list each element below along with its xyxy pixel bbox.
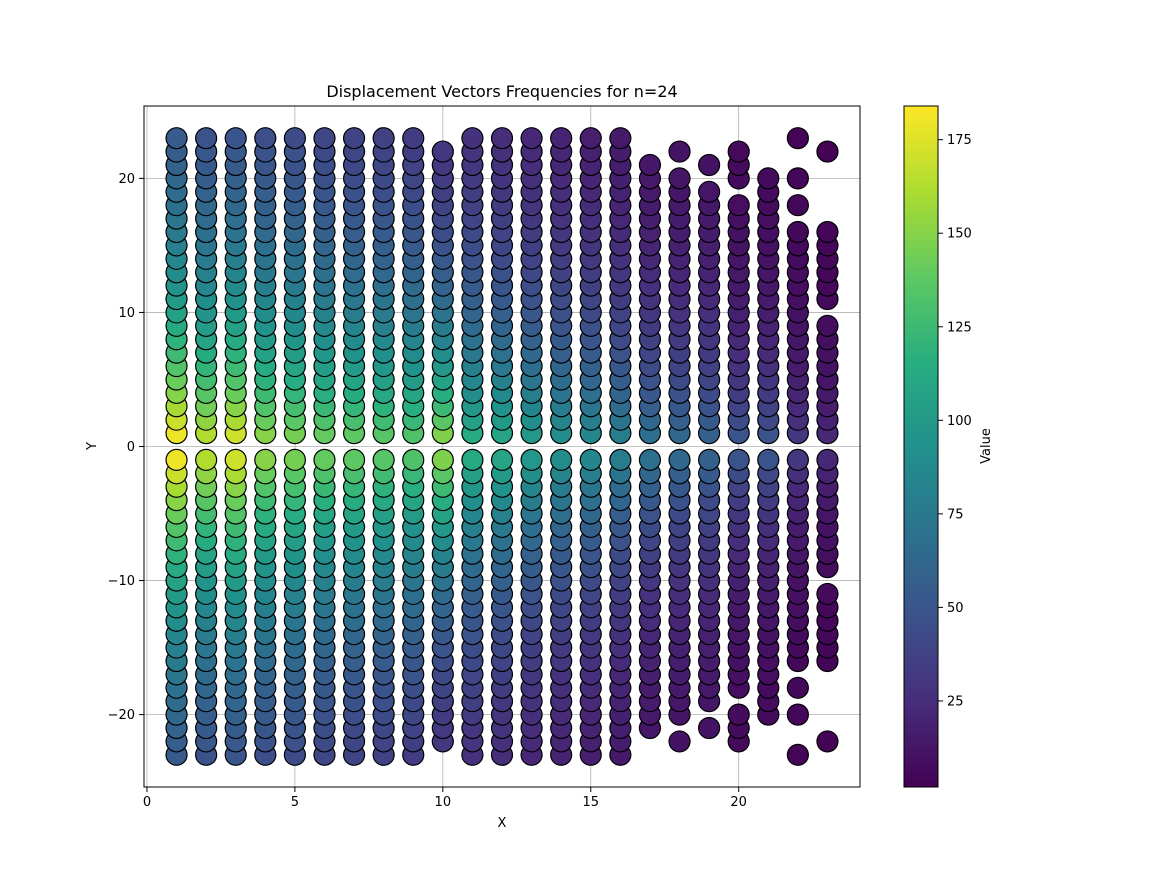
y-tick-label: −10 (108, 574, 135, 589)
y-axis-label: Y (85, 442, 100, 451)
scatter-point (402, 127, 425, 150)
scatter-point (609, 127, 632, 150)
scatter-point (579, 448, 602, 472)
scatter-point (638, 448, 662, 472)
scatter-point (698, 716, 721, 740)
scatter-point (520, 127, 543, 150)
scatter-point (372, 448, 395, 472)
colorbar-tick-label: 175 (947, 133, 972, 148)
scatter-point (579, 127, 602, 150)
y-axis-ticks: −20 −10 0 10 20 (108, 172, 144, 723)
y-tick-label: 0 (127, 440, 135, 455)
scatter-point (698, 448, 721, 472)
x-axis-ticks: 0 5 10 15 20 (143, 787, 747, 810)
y-tick-label: 20 (118, 172, 135, 187)
scatter-point (668, 448, 691, 472)
x-tick-label: 0 (143, 795, 151, 810)
scatter-point (816, 220, 839, 244)
scatter-point (786, 743, 809, 766)
scatter-point (224, 448, 247, 472)
y-tick-label: −20 (108, 708, 135, 723)
scatter-point (254, 127, 277, 150)
scatter-point (668, 167, 691, 190)
scatter-point (757, 167, 780, 190)
scatter-point (520, 448, 543, 472)
colorbar-tick-label: 25 (947, 694, 964, 709)
scatter-point (342, 448, 366, 472)
scatter-point (727, 140, 750, 163)
scatter-point (431, 140, 454, 163)
scatter-point (550, 127, 573, 150)
scatter-point (638, 153, 662, 177)
scatter-point (461, 127, 484, 150)
scatter-point (283, 448, 306, 472)
scatter-point (313, 127, 336, 150)
colorbar-tick-label: 75 (947, 507, 964, 522)
scatter-point (461, 448, 484, 472)
scatter-points (165, 127, 839, 766)
colorbar-tick-label: 100 (947, 414, 972, 429)
scatter-point (283, 127, 306, 150)
scatter-point (816, 314, 839, 337)
scatter-point (786, 448, 809, 472)
scatter-point (195, 448, 218, 472)
scatter-point (816, 730, 839, 753)
colorbar-tick-label: 50 (947, 601, 964, 616)
colorbar-ticks: 25 50 75 100 125 150 175 (938, 133, 972, 709)
scatter-point (609, 448, 632, 472)
scatter-point (550, 448, 573, 472)
colorbar-tick-label: 125 (947, 320, 972, 335)
scatter-point (402, 448, 425, 472)
scatter-point (668, 140, 691, 163)
scatter-point (490, 448, 514, 472)
scatter-point (342, 127, 366, 150)
scatter-point (816, 448, 839, 472)
chart-title: Displacement Vectors Frequencies for n=2… (326, 82, 677, 101)
scatter-point (165, 127, 188, 150)
colorbar-label: Value (979, 428, 994, 464)
scatter-point (698, 153, 721, 177)
scatter-point (786, 127, 809, 150)
scatter-point (727, 703, 750, 726)
scatter-point (372, 127, 395, 150)
scatter-point (431, 448, 454, 472)
scatter-point (313, 448, 336, 472)
scatter-point (668, 730, 691, 753)
scatter-point (727, 448, 750, 472)
y-tick-label: 10 (118, 306, 135, 321)
scatter-point (757, 448, 780, 472)
colorbar-tick-label: 150 (947, 227, 972, 242)
scatter-point (786, 703, 809, 726)
scatter-point (195, 127, 218, 150)
scatter-point (698, 180, 721, 203)
scatter-point (165, 448, 188, 472)
scatter-point (727, 194, 750, 217)
scatter-point (816, 140, 839, 163)
scatter-point (816, 582, 839, 606)
scatter-point (786, 676, 809, 699)
scatter-point (786, 194, 809, 217)
scatter-point (786, 220, 809, 244)
scatter-point (254, 448, 277, 472)
x-tick-label: 20 (730, 795, 747, 810)
x-tick-label: 10 (435, 795, 452, 810)
scatter-point (786, 167, 809, 190)
scatter-point (490, 127, 514, 150)
x-tick-label: 15 (582, 795, 599, 810)
x-axis-label: X (498, 816, 507, 831)
colorbar (903, 105, 939, 788)
scatter-point (224, 127, 247, 150)
x-tick-label: 5 (291, 795, 299, 810)
